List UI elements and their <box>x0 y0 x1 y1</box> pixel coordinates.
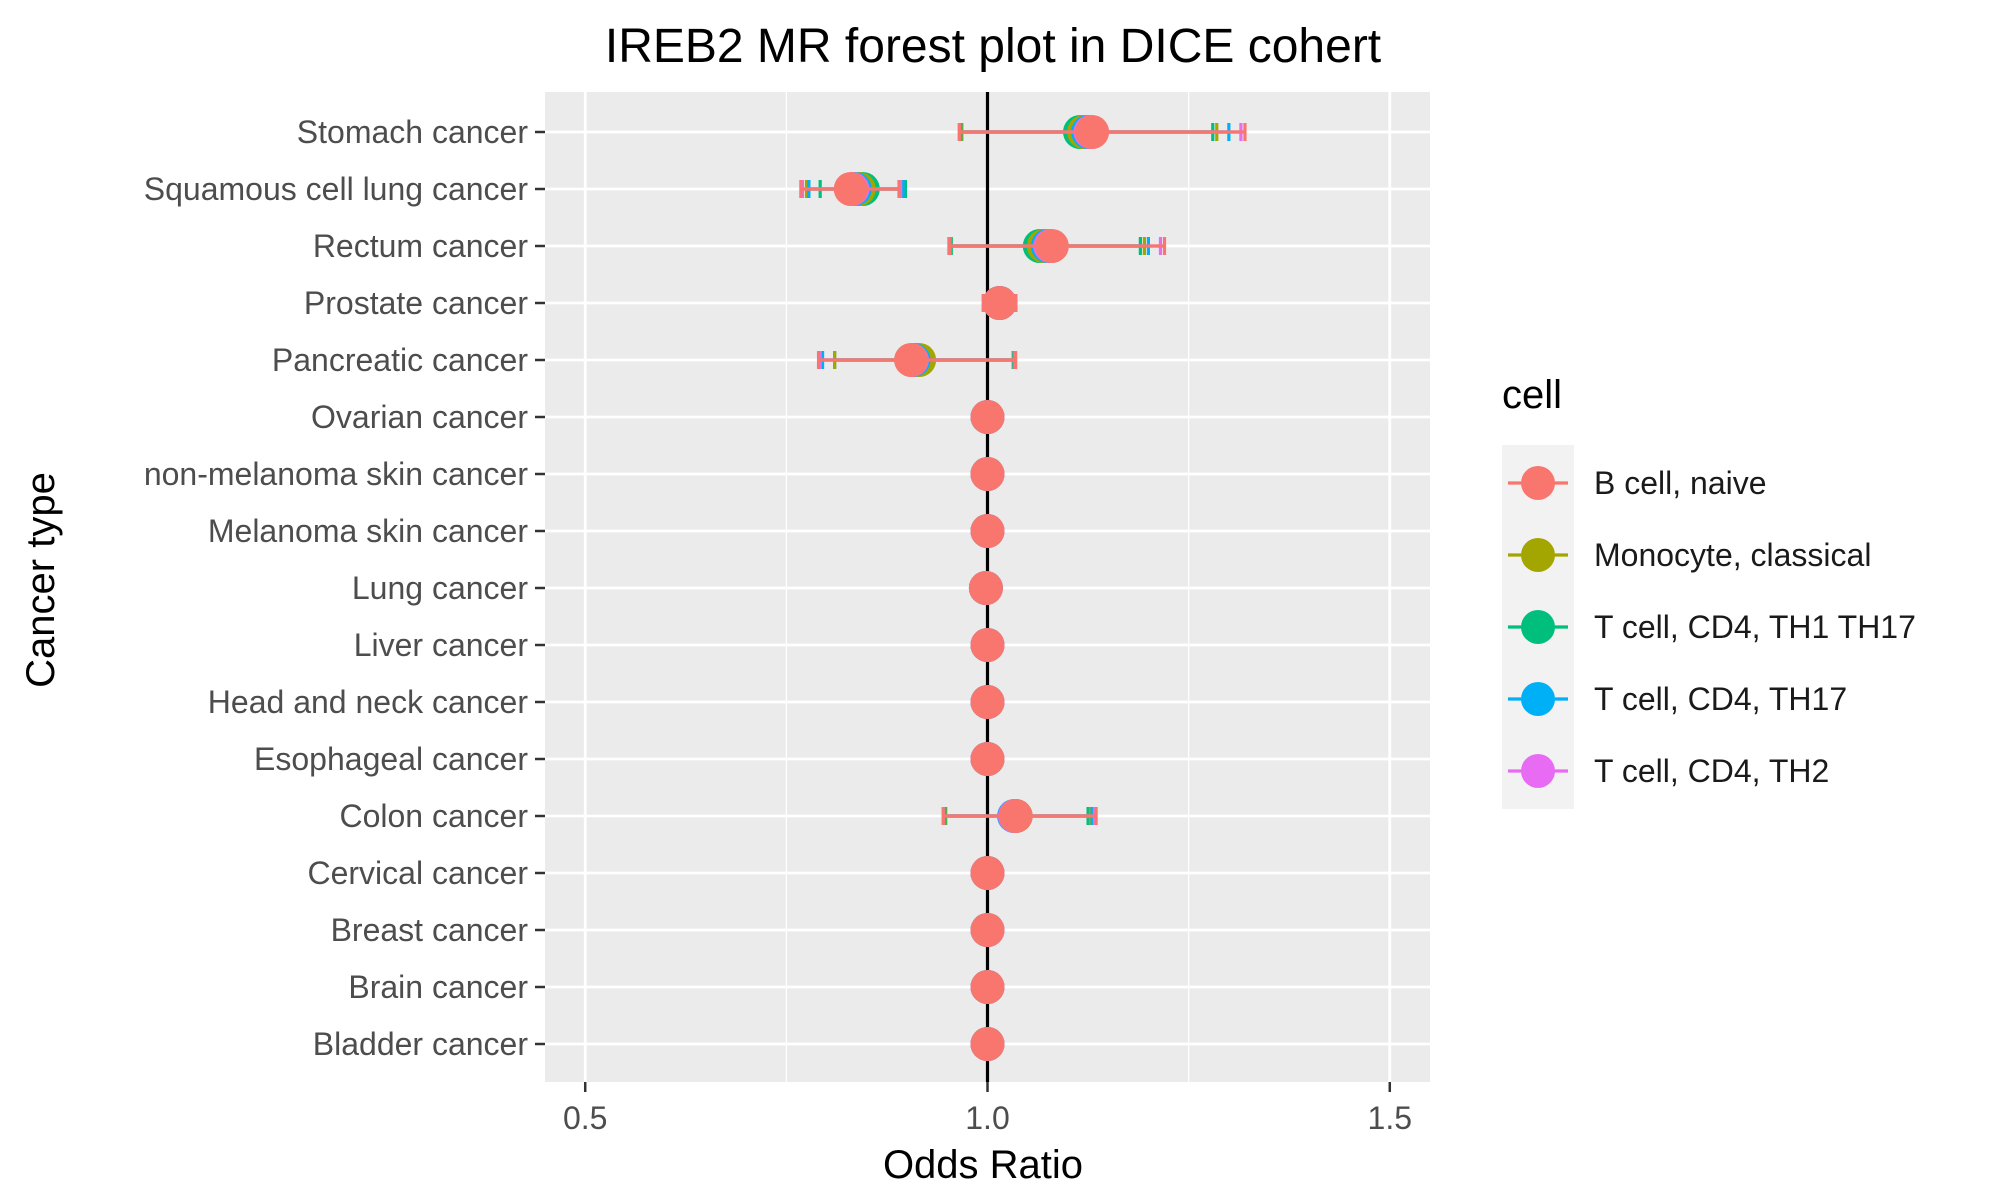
legend-label: Monocyte, classical <box>1594 537 1871 573</box>
data-point <box>1034 229 1069 263</box>
data-point <box>970 457 1005 491</box>
legend-key-point <box>1521 610 1555 644</box>
legend-key <box>1508 754 1568 788</box>
y-tick-label: Lung cancer <box>352 570 528 606</box>
y-tick-label: Esophageal cancer <box>254 741 528 777</box>
data-point <box>833 172 868 206</box>
data-point <box>970 970 1005 1004</box>
legend-key-point <box>1521 682 1555 716</box>
legend-title: cell <box>1502 373 1562 417</box>
y-tick-label: Brain cancer <box>348 969 528 1005</box>
legend-label: T cell, CD4, TH1 TH17 <box>1594 609 1916 645</box>
chart-title: IREB2 MR forest plot in DICE cohert <box>605 20 1381 73</box>
legend-key <box>1508 538 1568 572</box>
legend-key-point <box>1521 466 1555 500</box>
legend-key <box>1508 466 1568 500</box>
x-tick-label: 1.0 <box>965 1100 1009 1136</box>
y-axis: Stomach cancer Squamous cell lung cancer R… <box>144 114 545 1062</box>
y-tick-label: Bladder cancer <box>313 1026 529 1062</box>
legend-label: B cell, naive <box>1594 465 1767 501</box>
legend-key-point <box>1521 754 1555 788</box>
data-point <box>970 856 1005 890</box>
data-point <box>894 343 929 377</box>
data-point <box>970 685 1005 719</box>
legend-key-point <box>1521 538 1555 572</box>
x-tick-label: 1.5 <box>1368 1100 1412 1136</box>
data-point <box>982 286 1017 320</box>
x-axis: 0.5 1.0 1.5 <box>563 1082 1412 1136</box>
y-tick-label: Ovarian cancer <box>311 399 528 435</box>
y-tick-label: Melanoma skin cancer <box>208 513 528 549</box>
marks-layer <box>799 115 1247 1061</box>
x-tick-label: 0.5 <box>563 1100 607 1136</box>
y-tick-label: Liver cancer <box>354 627 529 663</box>
y-tick-label: Stomach cancer <box>297 114 529 150</box>
data-point <box>970 1027 1005 1061</box>
y-tick-label: Head and neck cancer <box>208 684 529 720</box>
y-tick-label: Prostate cancer <box>304 285 528 321</box>
y-tick-label: Breast cancer <box>331 912 529 948</box>
y-tick-label: Colon cancer <box>339 798 528 834</box>
data-point <box>970 628 1005 662</box>
data-point <box>970 742 1005 776</box>
legend-label: T cell, CD4, TH17 <box>1594 681 1847 717</box>
y-tick-label: Squamous cell lung cancer <box>144 171 529 207</box>
y-axis-title: Cancer type <box>19 472 63 688</box>
series-b-cell-naive <box>799 115 1247 1061</box>
data-point <box>998 799 1033 833</box>
data-point <box>970 400 1005 434</box>
legend-label: T cell, CD4, TH2 <box>1594 753 1829 789</box>
data-point <box>1075 115 1110 149</box>
x-axis-title: Odds Ratio <box>883 1143 1083 1187</box>
legend-key <box>1508 682 1568 716</box>
y-tick-label: Pancreatic cancer <box>272 342 528 378</box>
data-point <box>970 514 1005 548</box>
y-tick-label: Cervical cancer <box>307 855 528 891</box>
y-tick-label: non-melanoma skin cancer <box>144 456 529 492</box>
data-point <box>970 913 1005 947</box>
legend-key <box>1508 610 1568 644</box>
data-point <box>968 571 1003 605</box>
y-tick-label: Rectum cancer <box>313 228 529 264</box>
legend: cell B cell, naive Monocyte, classical T c… <box>1502 373 1916 809</box>
